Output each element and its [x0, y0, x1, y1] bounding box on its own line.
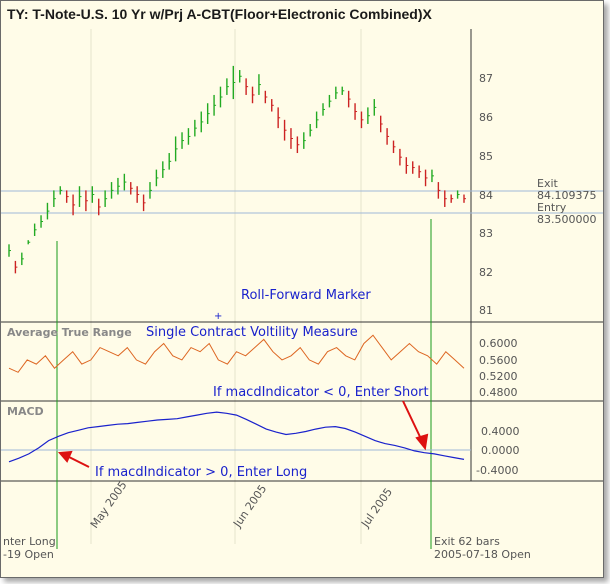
chart-window: TY: T-Note-U.S. 10 Yr w/Prj A-CBT(Floor+… [0, 0, 604, 578]
exit-trade-date: 2005-07-18 Open [434, 548, 531, 561]
macd-tick: 0.0000 [481, 444, 520, 457]
date-label-jun: Jun 2005 [230, 482, 269, 530]
atr-tick: 0.4800 [479, 386, 518, 399]
atr-line [8, 334, 465, 373]
long-arrow [57, 450, 90, 468]
roll-forward-marker: + [214, 311, 222, 322]
price-tick: 86 [479, 111, 493, 124]
macd-tick: 0.4000 [481, 425, 520, 438]
atr-tick: 0.5600 [479, 354, 518, 367]
volatility-annotation: Single Contract Voltility Measure [146, 325, 358, 340]
price-bars [8, 65, 466, 274]
entry-price-value: 83.500000 [537, 213, 597, 226]
price-tick: 84 [479, 189, 493, 202]
price-tick: 82 [479, 266, 493, 279]
short-arrow [402, 400, 429, 451]
atr-tick: 0.6000 [479, 337, 518, 350]
atr-panel-label: Average True Range [7, 326, 132, 339]
exit-price-value: 84.109375 [537, 189, 597, 202]
price-tick: 85 [479, 150, 493, 163]
exit-trade-label: Exit 62 bars [434, 535, 500, 548]
price-tick: 83 [479, 227, 493, 240]
price-tick: 81 [479, 304, 493, 317]
chart-canvas[interactable]: 87 86 85 84 83 82 81 Exit 84.109375 Entr… [1, 1, 603, 577]
chart-title: TY: T-Note-U.S. 10 Yr w/Prj A-CBT(Floor+… [7, 6, 432, 22]
macd-panel-label: MACD [7, 405, 44, 418]
entry-trade-date: -19 Open [3, 548, 54, 561]
macd-line [8, 411, 465, 463]
roll-forward-annotation: Roll-Forward Marker [241, 288, 371, 303]
entry-trade-label: nter Long [3, 535, 56, 548]
atr-tick: 0.5200 [479, 370, 518, 383]
macd-tick: -0.4000 [476, 464, 518, 477]
exit-label: Exit [537, 177, 559, 190]
entry-label: Entry [537, 201, 567, 214]
date-label-jul: Jul 2005 [358, 486, 395, 531]
long-rule-annotation: If macdIndicator > 0, Enter Long [95, 465, 307, 480]
date-label-may: May 2005 [88, 479, 130, 531]
price-tick: 87 [479, 72, 493, 85]
short-rule-annotation: If macdIndicator < 0, Enter Short [213, 385, 429, 400]
